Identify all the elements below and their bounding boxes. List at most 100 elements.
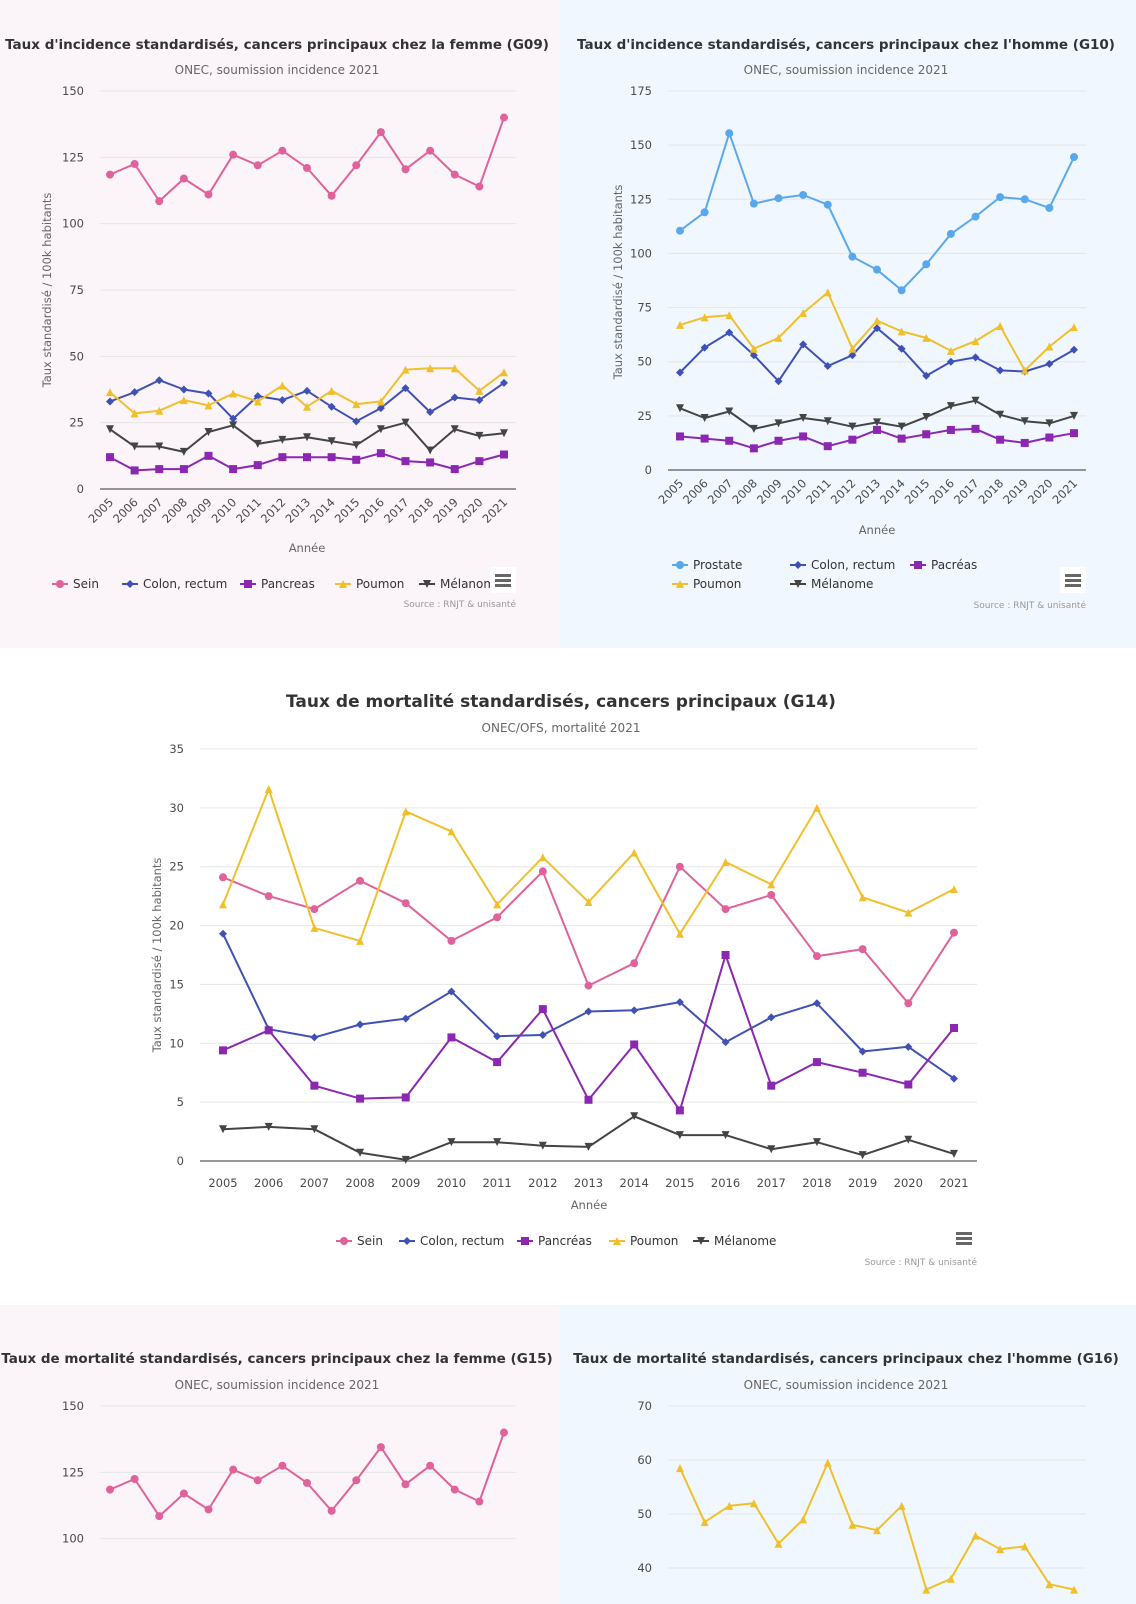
- data-point[interactable]: [700, 208, 709, 217]
- data-point[interactable]: [996, 435, 1005, 444]
- data-point[interactable]: [858, 893, 867, 902]
- data-point[interactable]: [774, 1539, 783, 1548]
- data-point[interactable]: [493, 1032, 502, 1041]
- data-point[interactable]: [904, 908, 913, 917]
- data-point[interactable]: [1070, 429, 1078, 438]
- data-point[interactable]: [356, 1148, 365, 1157]
- chart-menu-button[interactable]: [1060, 567, 1086, 593]
- data-point[interactable]: [401, 418, 410, 427]
- data-point[interactable]: [303, 163, 311, 172]
- data-point[interactable]: [676, 368, 684, 377]
- data-point[interactable]: [106, 397, 114, 406]
- data-point[interactable]: [848, 422, 857, 431]
- data-point[interactable]: [204, 389, 213, 398]
- data-point[interactable]: [1070, 411, 1078, 420]
- data-point[interactable]: [897, 434, 906, 443]
- data-point[interactable]: [904, 999, 913, 1008]
- data-point[interactable]: [310, 1125, 319, 1134]
- data-point[interactable]: [799, 414, 808, 423]
- data-point[interactable]: [725, 129, 734, 138]
- legend-item[interactable]: Prostate: [672, 558, 742, 572]
- data-point[interactable]: [630, 1040, 639, 1049]
- data-point[interactable]: [1020, 366, 1029, 375]
- data-point[interactable]: [303, 453, 311, 462]
- data-point[interactable]: [721, 1038, 730, 1047]
- data-point[interactable]: [401, 365, 410, 374]
- data-point[interactable]: [996, 1545, 1005, 1554]
- data-point[interactable]: [848, 435, 857, 444]
- data-point[interactable]: [950, 928, 958, 937]
- data-point[interactable]: [229, 150, 238, 159]
- data-point[interactable]: [749, 351, 758, 360]
- data-point[interactable]: [873, 324, 881, 333]
- data-point[interactable]: [922, 1585, 931, 1594]
- data-point[interactable]: [873, 316, 881, 325]
- data-point[interactable]: [253, 439, 262, 448]
- data-point[interactable]: [749, 199, 758, 208]
- data-point[interactable]: [475, 182, 484, 191]
- data-point[interactable]: [996, 193, 1005, 202]
- data-point[interactable]: [310, 1033, 319, 1042]
- data-point[interactable]: [725, 1501, 734, 1510]
- data-point[interactable]: [812, 999, 821, 1008]
- data-point[interactable]: [721, 905, 730, 914]
- data-point[interactable]: [303, 433, 311, 442]
- data-point[interactable]: [725, 436, 734, 445]
- data-point[interactable]: [812, 1058, 821, 1067]
- data-point[interactable]: [327, 453, 336, 462]
- data-point[interactable]: [873, 425, 881, 434]
- data-point[interactable]: [1020, 438, 1029, 447]
- legend-item[interactable]: Colon, rectum: [122, 577, 227, 591]
- data-point[interactable]: [950, 885, 958, 894]
- data-point[interactable]: [253, 392, 262, 401]
- data-point[interactable]: [922, 333, 931, 342]
- data-point[interactable]: [774, 194, 783, 203]
- data-point[interactable]: [823, 362, 832, 371]
- legend-item[interactable]: Poumon: [672, 577, 741, 591]
- data-point[interactable]: [278, 396, 287, 405]
- data-point[interactable]: [303, 1478, 311, 1487]
- data-point[interactable]: [630, 1006, 639, 1015]
- data-point[interactable]: [950, 1074, 958, 1083]
- data-point[interactable]: [1045, 433, 1054, 442]
- data-point[interactable]: [106, 425, 114, 434]
- data-point[interactable]: [767, 880, 776, 889]
- data-point[interactable]: [1045, 359, 1054, 368]
- data-point[interactable]: [155, 197, 164, 206]
- data-point[interactable]: [538, 1005, 547, 1014]
- data-point[interactable]: [327, 402, 336, 411]
- data-point[interactable]: [823, 442, 832, 451]
- data-point[interactable]: [904, 1135, 913, 1144]
- data-point[interactable]: [426, 146, 435, 155]
- data-point[interactable]: [253, 161, 262, 170]
- data-point[interactable]: [725, 328, 734, 337]
- data-point[interactable]: [749, 1499, 758, 1508]
- data-point[interactable]: [450, 465, 459, 474]
- data-point[interactable]: [327, 191, 336, 200]
- data-point[interactable]: [812, 1138, 821, 1147]
- data-point[interactable]: [1045, 342, 1054, 351]
- data-point[interactable]: [179, 174, 188, 183]
- data-point[interactable]: [500, 1428, 508, 1437]
- chart-menu-button[interactable]: [951, 1225, 977, 1251]
- data-point[interactable]: [352, 400, 361, 409]
- data-point[interactable]: [401, 165, 410, 174]
- data-point[interactable]: [749, 344, 758, 353]
- data-point[interactable]: [971, 424, 980, 433]
- data-point[interactable]: [475, 396, 484, 405]
- legend-item[interactable]: Sein: [336, 1234, 383, 1248]
- data-point[interactable]: [946, 402, 955, 411]
- data-point[interactable]: [848, 1520, 857, 1529]
- data-point[interactable]: [700, 414, 709, 423]
- data-point[interactable]: [401, 457, 410, 466]
- data-point[interactable]: [500, 113, 508, 122]
- legend-item[interactable]: Colon, rectum: [790, 558, 895, 572]
- data-point[interactable]: [1045, 203, 1054, 212]
- data-point[interactable]: [676, 320, 684, 329]
- data-point[interactable]: [229, 465, 238, 474]
- data-point[interactable]: [500, 450, 508, 459]
- data-point[interactable]: [450, 425, 459, 434]
- data-point[interactable]: [848, 252, 857, 261]
- data-point[interactable]: [675, 1106, 684, 1115]
- legend-item[interactable]: Pancreas: [240, 577, 315, 591]
